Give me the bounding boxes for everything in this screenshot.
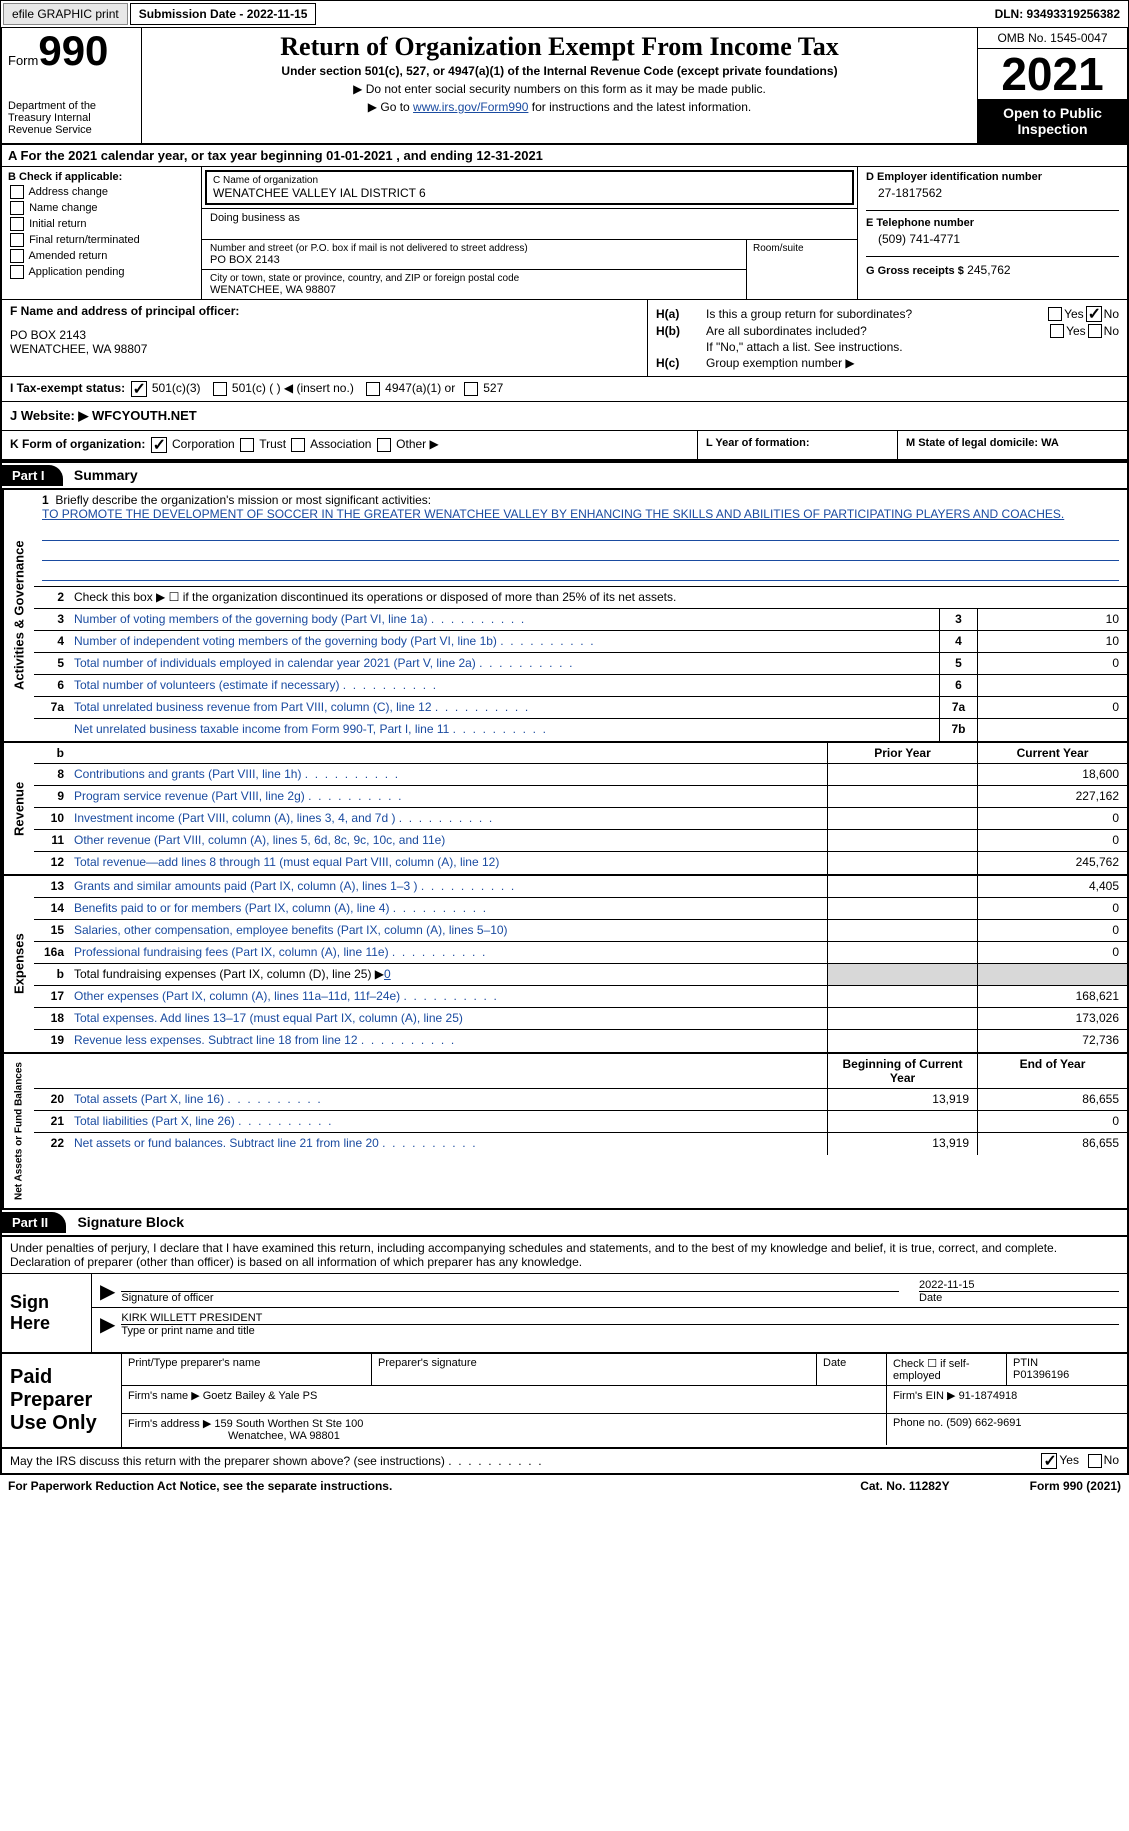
vert-expenses: Expenses [2, 876, 34, 1052]
omb-number: OMB No. 1545-0047 [978, 28, 1127, 49]
discuss-no[interactable] [1088, 1454, 1102, 1468]
page-footer: For Paperwork Reduction Act Notice, see … [0, 1475, 1129, 1497]
org-city: WENATCHEE, WA 98807 [210, 284, 738, 296]
sign-here: Sign Here [2, 1274, 92, 1352]
hb-yes[interactable] [1050, 324, 1064, 338]
org-name: WENATCHEE VALLEY IAL DISTRICT 6 [213, 186, 846, 200]
hb-no[interactable] [1088, 324, 1102, 338]
section-m: M State of legal domicile: WA [897, 431, 1127, 459]
chk-4947[interactable] [366, 382, 380, 396]
section-k: K Form of organization: Corporation Trus… [2, 431, 697, 459]
block-bcd: B Check if applicable: Address change Na… [2, 167, 1127, 299]
irs-link[interactable]: www.irs.gov/Form990 [413, 100, 528, 114]
section-f: F Name and address of principal officer:… [2, 300, 647, 376]
row-klm: K Form of organization: Corporation Trus… [2, 431, 1127, 461]
tax-year: 2021 [978, 49, 1127, 99]
preparer-section: Paid Preparer Use Only Print/Type prepar… [0, 1354, 1129, 1449]
website: WFCYOUTH.NET [92, 408, 197, 423]
part2-title: Signature Block [69, 1214, 184, 1230]
discuss-yes[interactable] [1041, 1453, 1057, 1469]
form-number: 990 [38, 27, 108, 74]
section-j: J Website: ▶ WFCYOUTH.NET [2, 402, 1127, 431]
dln: DLN: 93493319256382 [987, 4, 1128, 24]
ein: 27-1817562 [866, 186, 1119, 200]
open-inspection: Open to Public Inspection [978, 99, 1127, 143]
ptin: P01396196 [1013, 1369, 1121, 1381]
chk-other[interactable] [377, 438, 391, 452]
part2-badge: Part II [2, 1212, 66, 1233]
vert-activities: Activities & Governance [2, 490, 34, 741]
efile-button[interactable]: efile GRAPHIC print [3, 3, 128, 25]
chk-initial[interactable]: Initial return [8, 217, 195, 231]
sig-declaration: Under penalties of perjury, I declare th… [2, 1237, 1127, 1274]
section-b: B Check if applicable: Address change Na… [2, 167, 202, 299]
phone: (509) 741-4771 [866, 232, 1119, 246]
top-bar: efile GRAPHIC print Submission Date - 20… [0, 0, 1129, 28]
note-link: ▶ Go to www.irs.gov/Form990 for instruct… [150, 100, 969, 114]
chk-501c3[interactable] [131, 381, 147, 397]
chk-corp[interactable] [151, 437, 167, 453]
period-line: A For the 2021 calendar year, or tax yea… [2, 145, 1127, 167]
org-addr: PO BOX 2143 [210, 254, 738, 266]
form-word: Form [8, 53, 38, 68]
officer-name: KIRK WILLETT PRESIDENT [121, 1312, 1119, 1324]
mission-text: TO PROMOTE THE DEVELOPMENT OF SOCCER IN … [42, 507, 1119, 521]
netassets-block: Net Assets or Fund Balances Beginning of… [0, 1054, 1129, 1210]
form-subtitle: Under section 501(c), 527, or 4947(a)(1)… [150, 64, 969, 78]
section-c: C Name of organization WENATCHEE VALLEY … [202, 167, 857, 299]
part1-title: Summary [66, 467, 138, 483]
ha-yes[interactable] [1048, 307, 1062, 321]
chk-trust[interactable] [240, 438, 254, 452]
chk-amended[interactable]: Amended return [8, 249, 195, 263]
revenue-block: Revenue bPrior YearCurrent Year 8Contrib… [0, 743, 1129, 876]
firm-name: Goetz Bailey & Yale PS [203, 1390, 318, 1402]
vert-netassets: Net Assets or Fund Balances [2, 1054, 34, 1208]
signature-section: Under penalties of perjury, I declare th… [0, 1237, 1129, 1354]
firm-phone: (509) 662-9691 [946, 1417, 1021, 1429]
activities-block: Activities & Governance 1 Briefly descri… [0, 490, 1129, 743]
part1-badge: Part I [2, 465, 63, 486]
chk-name[interactable]: Name change [8, 201, 195, 215]
dept-label: Department of the Treasury Internal Reve… [8, 100, 135, 136]
chk-501c[interactable] [213, 382, 227, 396]
form-title: Return of Organization Exempt From Incom… [150, 32, 969, 62]
header-mid: Return of Organization Exempt From Incom… [142, 28, 977, 143]
section-i: I Tax-exempt status: 501(c)(3) 501(c) ( … [2, 377, 1127, 402]
discuss-row: May the IRS discuss this return with the… [0, 1449, 1129, 1475]
vert-revenue: Revenue [2, 743, 34, 874]
arrow-icon: ▶ [100, 1312, 115, 1337]
header-right: OMB No. 1545-0047 2021 Open to Public In… [977, 28, 1127, 143]
chk-527[interactable] [464, 382, 478, 396]
row-fh: F Name and address of principal officer:… [2, 299, 1127, 377]
header-left: Form990 Department of the Treasury Inter… [2, 28, 142, 143]
submission-date: Submission Date - 2022-11-15 [130, 3, 317, 25]
chk-address[interactable]: Address change [8, 185, 195, 199]
chk-final[interactable]: Final return/terminated [8, 233, 195, 247]
gross-receipts: 245,762 [967, 263, 1010, 277]
section-d: D Employer identification number 27-1817… [857, 167, 1127, 299]
chk-pending[interactable]: Application pending [8, 265, 195, 279]
expenses-block: Expenses 13Grants and similar amounts pa… [0, 876, 1129, 1054]
note-ssn: ▶ Do not enter social security numbers o… [150, 82, 969, 96]
arrow-icon: ▶ [100, 1279, 115, 1304]
section-l: L Year of formation: [697, 431, 897, 459]
chk-assoc[interactable] [291, 438, 305, 452]
form-header: Form990 Department of the Treasury Inter… [0, 28, 1129, 145]
prep-label: Paid Preparer Use Only [2, 1354, 122, 1447]
ha-no[interactable] [1086, 306, 1102, 322]
section-h: H(a)Is this a group return for subordina… [647, 300, 1127, 376]
firm-ein: 91-1874918 [959, 1390, 1018, 1402]
